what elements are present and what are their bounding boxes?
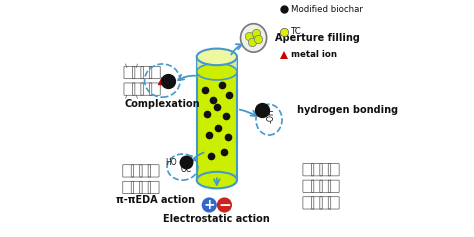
- Bar: [197, 57, 237, 180]
- Text: Aperture filling: Aperture filling: [275, 33, 360, 43]
- Ellipse shape: [240, 24, 266, 52]
- Circle shape: [202, 197, 217, 213]
- Text: -OH: -OH: [266, 109, 275, 123]
- Bar: [197, 57, 237, 72]
- Ellipse shape: [197, 63, 237, 80]
- Text: π-πEDA action: π-πEDA action: [116, 195, 195, 205]
- Text: Complexation: Complexation: [125, 99, 200, 109]
- Ellipse shape: [197, 172, 237, 188]
- Text: +: +: [203, 198, 215, 212]
- Text: hydrogen bonding: hydrogen bonding: [298, 105, 399, 115]
- Text: Modified biochar: Modified biochar: [291, 5, 363, 14]
- Circle shape: [217, 197, 232, 213]
- Text: TC: TC: [291, 27, 302, 36]
- Ellipse shape: [197, 49, 237, 65]
- Text: metal ion: metal ion: [291, 50, 337, 59]
- Text: HO: HO: [165, 158, 177, 167]
- Text: Electrostatic action: Electrostatic action: [164, 214, 270, 224]
- Text: OC: OC: [181, 165, 191, 174]
- Text: −: −: [218, 197, 231, 213]
